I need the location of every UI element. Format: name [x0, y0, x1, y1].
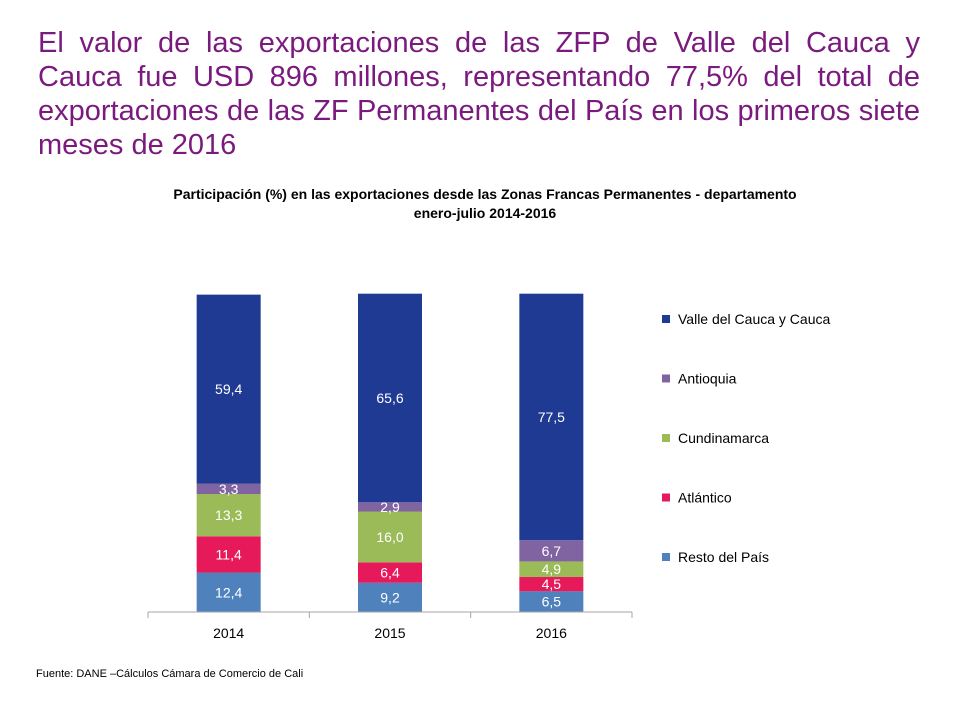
data-label: 4,5 [542, 576, 562, 592]
data-label: 9,2 [380, 589, 400, 605]
bar-segment [196, 483, 261, 495]
data-label: 16,0 [376, 529, 403, 545]
bar-segment [358, 562, 422, 583]
legend-swatch [662, 493, 670, 502]
data-label: 3,3 [219, 481, 239, 497]
data-label: 59,4 [215, 381, 242, 397]
data-label: 6,4 [380, 565, 400, 581]
bar-segment [358, 511, 422, 563]
source-note: Fuente: DANE –Cálculos Cámara de Comerci… [36, 668, 304, 680]
data-label: 4,9 [542, 561, 562, 577]
legend-swatch [662, 374, 670, 383]
bar-segment [519, 561, 584, 578]
legend-swatch [662, 315, 670, 323]
bar-segment [358, 293, 422, 503]
data-label: 65,6 [376, 390, 403, 406]
legend-label: Atlántico [678, 490, 732, 506]
data-label: 6,7 [542, 543, 562, 559]
data-label: 12,4 [215, 584, 242, 600]
bar-segment [196, 572, 261, 612]
legend-label: Resto del País [678, 549, 769, 565]
legend-swatch [662, 434, 670, 442]
bar-segment [358, 582, 422, 612]
data-label: 77,5 [538, 409, 565, 425]
bar-segment [519, 540, 584, 562]
x-tick-label: 2015 [374, 625, 405, 641]
x-tick-label: 2014 [213, 625, 244, 641]
legend-label: Antioquia [678, 371, 737, 387]
chart-title-block: Participación (%) en las exportaciones d… [40, 185, 930, 223]
bar-segment [519, 591, 584, 612]
x-tick-label: 2016 [536, 625, 567, 641]
data-label: 11,4 [216, 546, 242, 562]
data-label: 6,5 [542, 594, 562, 610]
data-label: 13,3 [215, 507, 242, 523]
bar-segment [196, 536, 261, 573]
bar-segment [519, 577, 584, 592]
bar-segment [196, 494, 261, 537]
bar-segment [196, 294, 261, 484]
legend-label: Valle del Cauca y Cauca [678, 311, 830, 327]
bar-segment [358, 502, 422, 512]
chart-title: Participación (%) en las exportaciones d… [173, 186, 797, 202]
legend-label: Cundinamarca [678, 430, 769, 446]
slide-headline: El valor de las exportaciones de las ZFP… [38, 27, 920, 161]
chart-subtitle: enero-julio 2014-2016 [413, 205, 557, 221]
bar-segment [519, 293, 584, 541]
legend-swatch [662, 553, 670, 561]
data-label: 2,9 [380, 499, 400, 515]
